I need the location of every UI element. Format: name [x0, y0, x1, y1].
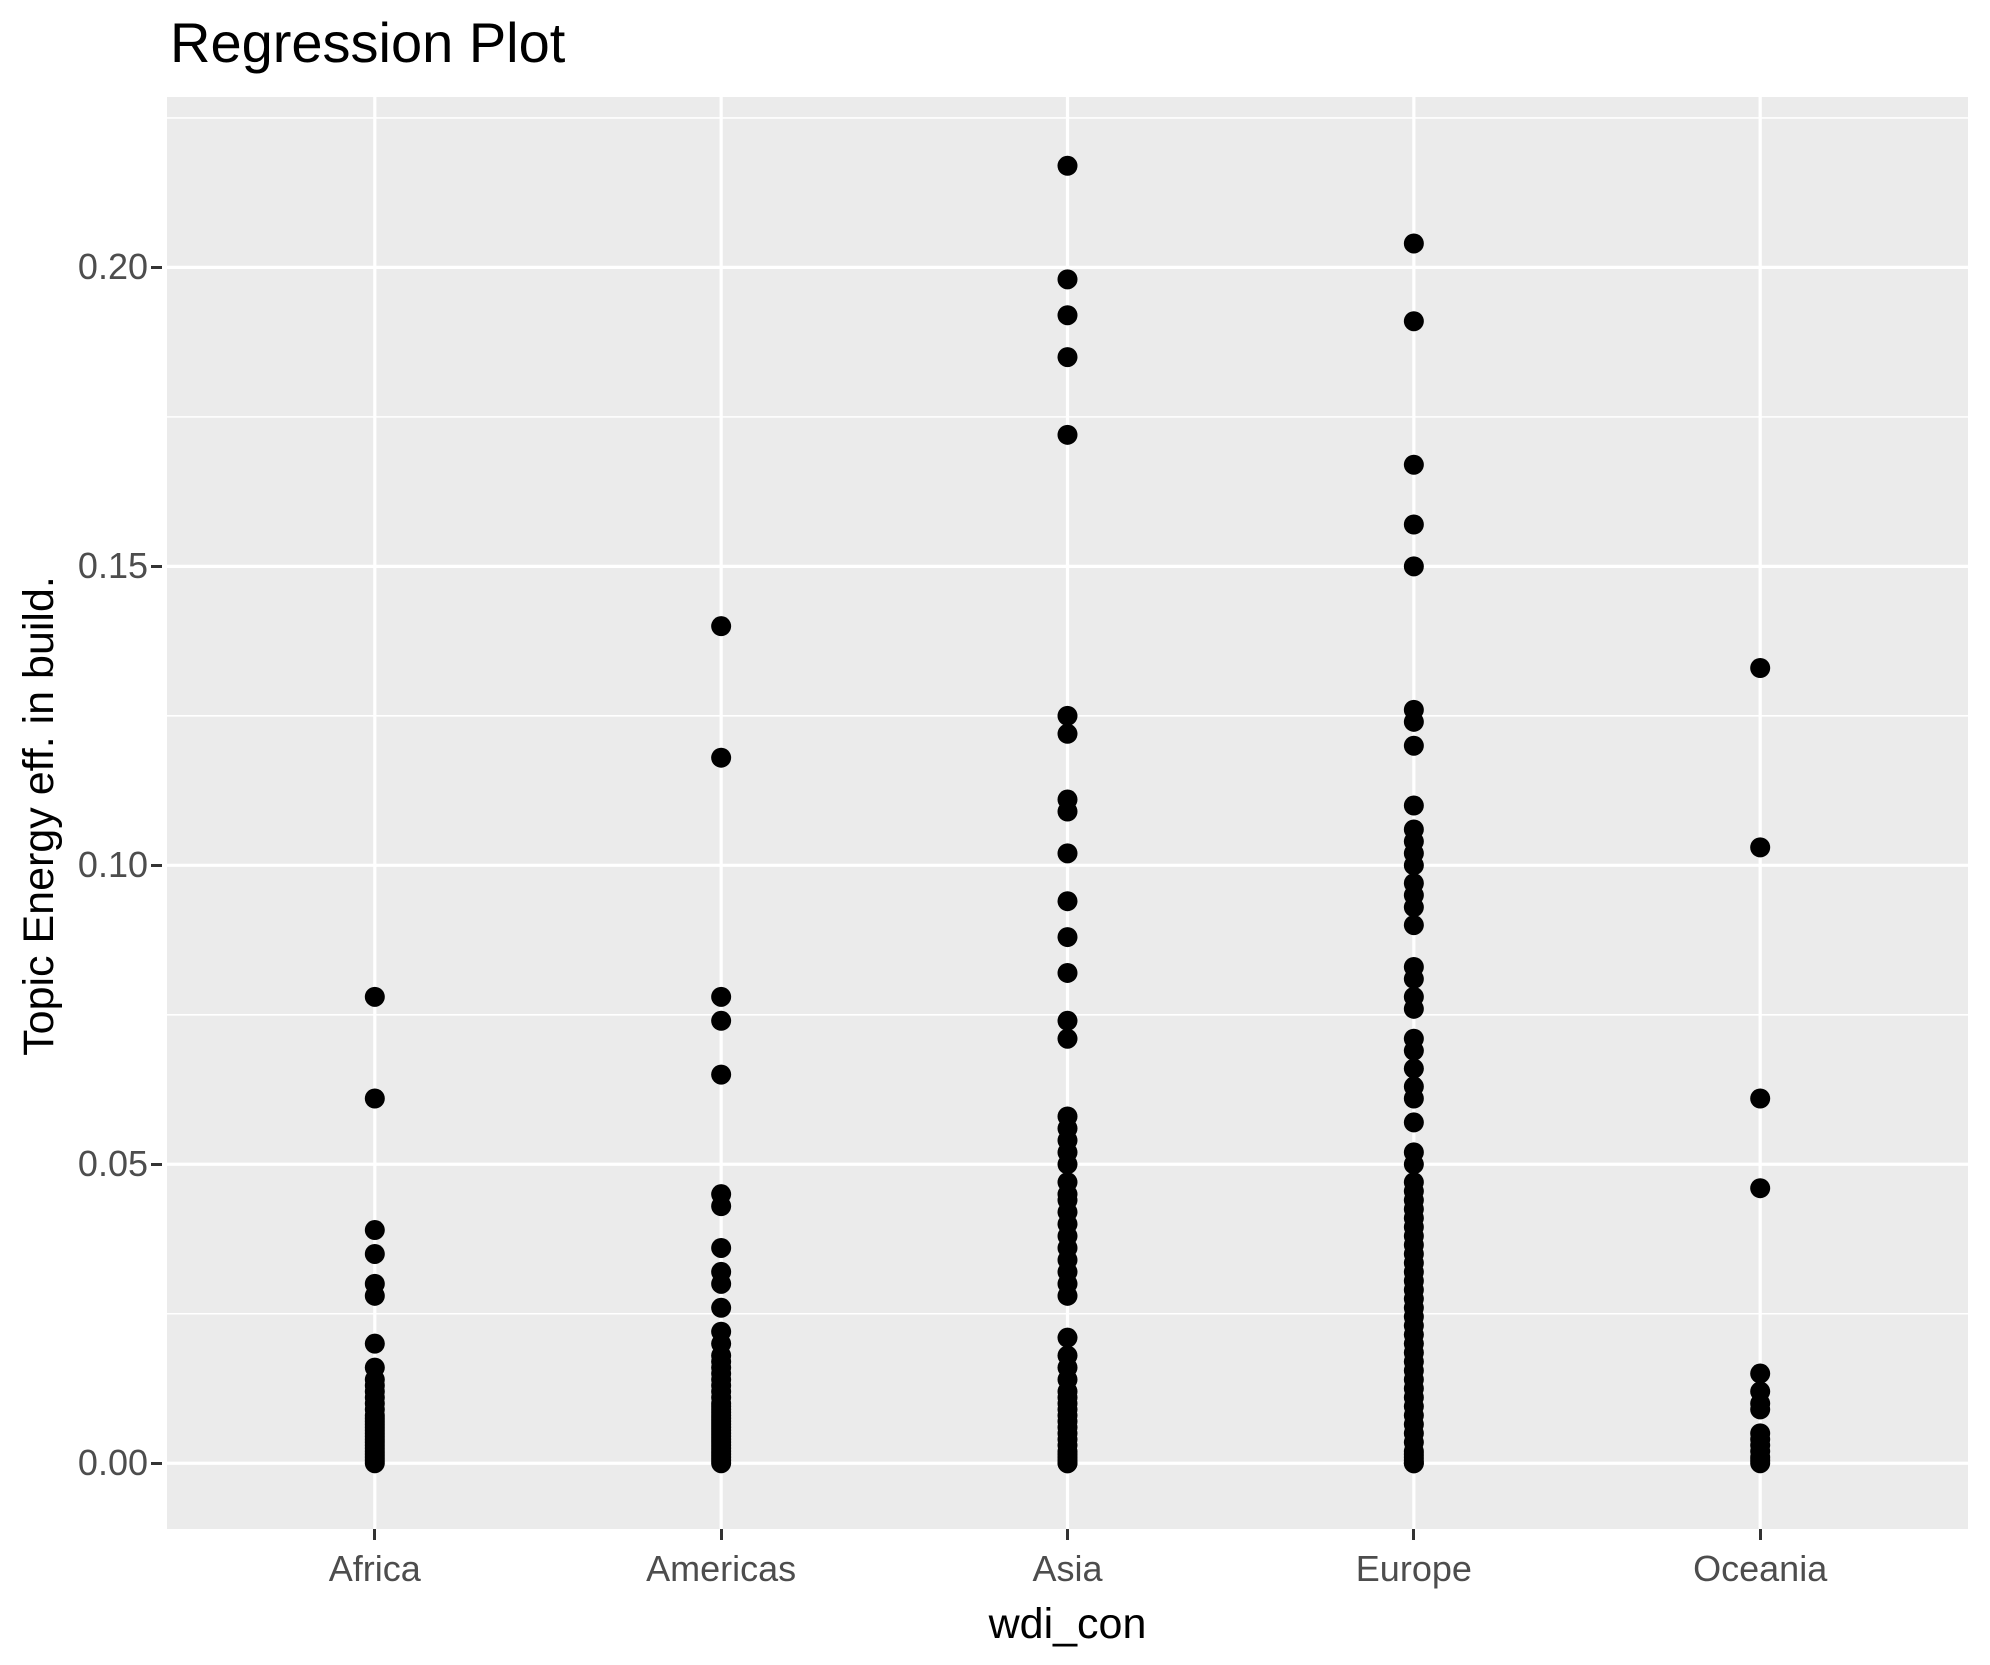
data-point — [1403, 1112, 1424, 1133]
data-point — [364, 986, 385, 1007]
data-point — [1750, 1399, 1771, 1420]
data-point — [1403, 1040, 1424, 1061]
y-tick-mark — [151, 1162, 162, 1166]
data-point — [1057, 347, 1078, 368]
data-point — [711, 1273, 732, 1294]
data-point — [1403, 897, 1424, 918]
data-point — [1057, 1010, 1078, 1031]
data-point — [711, 1237, 732, 1258]
y-tick-mark — [151, 564, 162, 568]
data-point — [1057, 1453, 1078, 1474]
x-tick-label-americas: Americas — [646, 1548, 797, 1589]
data-point — [1057, 1327, 1078, 1348]
data-point — [711, 1196, 732, 1217]
data-point — [1403, 855, 1424, 876]
data-point — [364, 1285, 385, 1306]
data-point — [1403, 454, 1424, 475]
data-point — [364, 1243, 385, 1264]
data-point — [1403, 1058, 1424, 1079]
data-point — [1750, 837, 1771, 858]
data-point — [1057, 705, 1078, 726]
plot-title: Regression Plot — [170, 11, 566, 74]
data-point — [1057, 1028, 1078, 1049]
data-point — [1057, 155, 1078, 176]
data-point — [711, 1064, 732, 1085]
data-point — [364, 1333, 385, 1354]
data-point — [1057, 927, 1078, 948]
data-point — [1403, 1453, 1424, 1474]
data-point — [364, 1453, 385, 1474]
y-tick-label: 0.15 — [77, 545, 148, 587]
data-point — [1403, 1154, 1424, 1175]
data-point — [1057, 801, 1078, 822]
data-point — [1403, 711, 1424, 732]
x-tick-label-europe: Europe — [1355, 1548, 1472, 1589]
data-point — [1750, 658, 1771, 679]
data-point — [1057, 843, 1078, 864]
data-point — [1057, 962, 1078, 983]
data-point — [1057, 269, 1078, 290]
y-tick-mark — [151, 863, 162, 867]
x-tick-mark — [719, 1529, 723, 1540]
data-point — [1057, 1154, 1078, 1175]
data-point — [1403, 915, 1424, 936]
y-tick-label: 0.20 — [77, 246, 148, 288]
data-point — [711, 986, 732, 1007]
data-point — [1750, 1178, 1771, 1199]
y-tick-label: 0.05 — [77, 1143, 148, 1185]
data-point — [1403, 514, 1424, 535]
data-point — [1057, 424, 1078, 445]
data-point — [1403, 311, 1424, 332]
x-tick-label-oceania: Oceania — [1693, 1548, 1828, 1589]
data-point — [1403, 735, 1424, 756]
data-point — [711, 747, 732, 768]
y-tick-label: 0.10 — [77, 844, 148, 886]
data-point — [711, 1453, 732, 1474]
x-tick-label-asia: Asia — [1032, 1548, 1103, 1589]
x-axis-title: wdi_con — [988, 1600, 1147, 1648]
data-point — [1057, 1285, 1078, 1306]
plot-panel — [167, 97, 1968, 1529]
y-tick-mark — [151, 265, 162, 269]
x-tick-label-africa: Africa — [328, 1548, 421, 1589]
data-point — [1403, 556, 1424, 577]
data-point — [1403, 795, 1424, 816]
data-point — [364, 1220, 385, 1241]
data-point — [1750, 1088, 1771, 1109]
data-point — [711, 1010, 732, 1031]
panel-canvas — [167, 97, 1968, 1529]
x-tick-mark — [1758, 1529, 1762, 1540]
data-point — [364, 1088, 385, 1109]
x-tick-mark — [1066, 1529, 1069, 1540]
data-point — [1750, 1363, 1771, 1384]
y-axis-title: Topic Energy eff. in build. — [15, 576, 63, 1056]
data-point — [1403, 1088, 1424, 1109]
data-point — [1057, 891, 1078, 912]
data-point — [1403, 233, 1424, 254]
data-point — [711, 1297, 732, 1318]
data-point — [1403, 998, 1424, 1019]
y-tick-mark — [151, 1461, 162, 1465]
x-tick-mark — [373, 1529, 377, 1540]
data-point — [1750, 1453, 1771, 1474]
data-point — [711, 616, 732, 637]
y-tick-label: 0.00 — [77, 1442, 148, 1484]
data-point — [1403, 968, 1424, 989]
data-point — [1057, 723, 1078, 744]
data-point — [1057, 305, 1078, 326]
x-tick-mark — [1412, 1529, 1416, 1540]
